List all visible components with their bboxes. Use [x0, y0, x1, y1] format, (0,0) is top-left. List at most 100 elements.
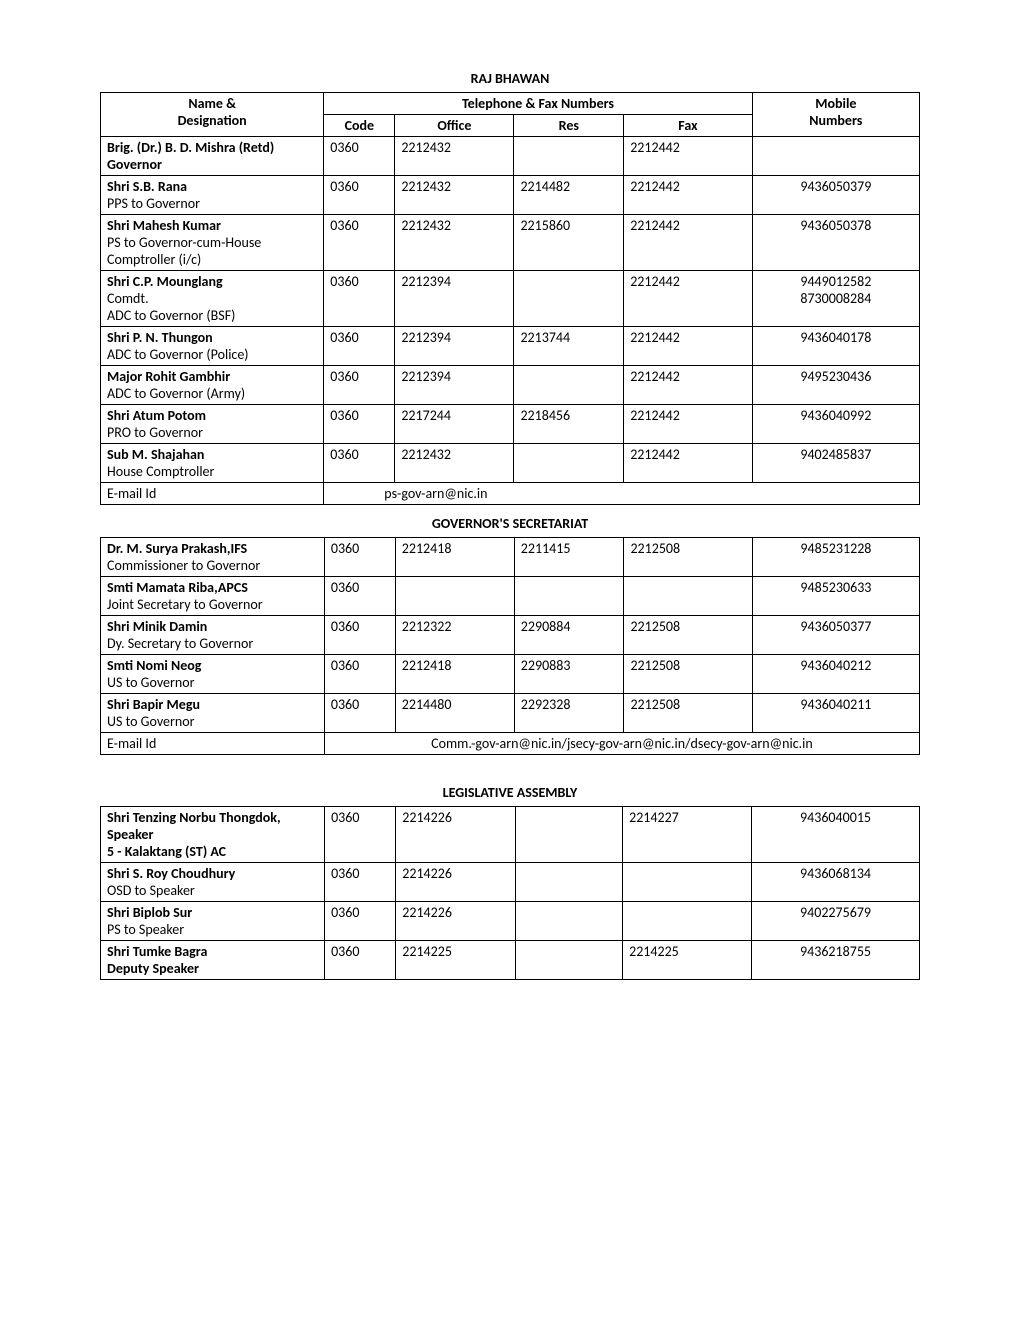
email-row: E-mail Id ps-gov-arn@nic.in [101, 483, 920, 505]
table-row: Shri Atum PotomPRO to Governor0360221724… [101, 405, 920, 444]
cell-code: 0360 [324, 176, 395, 215]
cell-office: 2214480 [395, 694, 514, 733]
email-value: ps-gov-arn@nic.in [324, 483, 920, 505]
cell-res: 2218456 [514, 405, 624, 444]
cell-code: 0360 [324, 616, 395, 655]
cell-name: Brig. (Dr.) B. D. Mishra (Retd)Governor [101, 137, 324, 176]
cell-name: Smti Mamata Riba,APCSJoint Secretary to … [101, 577, 325, 616]
cell-mobile: 9436040212 [752, 655, 919, 694]
header-name-l1: Name & [188, 95, 236, 112]
cell-name: Shri Bapir MeguUS to Governor [101, 694, 325, 733]
cell-office: 2212418 [395, 655, 514, 694]
table-row: Major Rohit GambhirADC to Governor (Army… [101, 366, 920, 405]
cell-name: Shri Mahesh KumarPS to Governor-cum-Hous… [101, 215, 324, 271]
cell-mobile: 9402275679 [752, 902, 920, 941]
cell-fax: 2212442 [624, 176, 752, 215]
cell-mobile: 9436040211 [752, 694, 919, 733]
table-header-row: Name & Designation Telephone & Fax Numbe… [101, 93, 920, 115]
cell-office [395, 577, 514, 616]
email-label: E-mail Id [101, 483, 324, 505]
header-mobile-l1: Mobile [815, 95, 856, 112]
cell-code: 0360 [324, 577, 395, 616]
table-row: Sub M. ShajahanHouse Comptroller03602212… [101, 444, 920, 483]
cell-name: Smti Nomi NeogUS to Governor [101, 655, 325, 694]
cell-res: 2292328 [514, 694, 624, 733]
cell-fax: 2214227 [623, 807, 752, 863]
cell-name: Dr. M. Surya Prakash,IFSCommissioner to … [101, 538, 325, 577]
cell-office: 2212432 [395, 176, 514, 215]
cell-res [514, 366, 624, 405]
cell-mobile: 9485231228 [752, 538, 919, 577]
cell-code: 0360 [324, 271, 395, 327]
cell-fax: 2212442 [624, 271, 752, 327]
cell-fax: 2212442 [624, 327, 752, 366]
cell-code: 0360 [325, 941, 396, 980]
table-legislative-assembly: Shri Tenzing Norbu Thongdok, Speaker5 - … [100, 806, 920, 980]
cell-fax: 2212508 [624, 616, 752, 655]
cell-code: 0360 [324, 366, 395, 405]
header-fax: Fax [624, 115, 752, 137]
cell-code: 0360 [324, 405, 395, 444]
cell-name: Shri Biplob SurPS to Speaker [101, 902, 325, 941]
table-row: Shri Tumke BagraDeputy Speaker0360221422… [101, 941, 920, 980]
table-row: Smti Mamata Riba,APCSJoint Secretary to … [101, 577, 920, 616]
cell-res: 2290884 [514, 616, 624, 655]
cell-office: 2217244 [395, 405, 514, 444]
cell-code: 0360 [324, 655, 395, 694]
cell-name: Shri Minik DaminDy. Secretary to Governo… [101, 616, 325, 655]
header-name: Name & Designation [101, 93, 324, 137]
cell-res [514, 444, 624, 483]
cell-fax: 2212442 [624, 405, 752, 444]
table-row: Shri P. N. ThungonADC to Governor (Polic… [101, 327, 920, 366]
cell-office: 2212432 [395, 137, 514, 176]
cell-mobile: 94490125828730008284 [752, 271, 919, 327]
cell-fax: 2212508 [624, 655, 752, 694]
cell-office: 2212418 [395, 538, 514, 577]
header-mobile-l2: Numbers [809, 112, 862, 129]
cell-office: 2212394 [395, 327, 514, 366]
cell-fax: 2212508 [624, 538, 752, 577]
cell-fax [624, 577, 752, 616]
cell-mobile: 9436068134 [752, 863, 920, 902]
table-row: Dr. M. Surya Prakash,IFSCommissioner to … [101, 538, 920, 577]
cell-mobile [752, 137, 919, 176]
cell-code: 0360 [325, 902, 396, 941]
cell-code: 0360 [325, 863, 396, 902]
table-row: Brig. (Dr.) B. D. Mishra (Retd)Governor0… [101, 137, 920, 176]
table-raj-bhawan: Name & Designation Telephone & Fax Numbe… [100, 92, 920, 505]
cell-res [515, 863, 622, 902]
cell-res: 2215860 [514, 215, 624, 271]
cell-res: 2211415 [514, 538, 624, 577]
cell-code: 0360 [324, 444, 395, 483]
table-row: Shri S. Roy ChoudhuryOSD to Speaker03602… [101, 863, 920, 902]
cell-fax: 2212442 [624, 137, 752, 176]
table-row: Shri Mahesh KumarPS to Governor-cum-Hous… [101, 215, 920, 271]
header-telephone-fax: Telephone & Fax Numbers [324, 93, 752, 115]
cell-code: 0360 [324, 215, 395, 271]
email-row: E-mail Id Comm.-gov-arn@nic.in/jsecy-gov… [101, 733, 920, 755]
cell-office: 2212432 [395, 215, 514, 271]
cell-mobile: 9436040178 [752, 327, 919, 366]
table-row: Shri S.B. RanaPPS to Governor03602212432… [101, 176, 920, 215]
cell-name: Shri Atum PotomPRO to Governor [101, 405, 324, 444]
cell-mobile: 9436040992 [752, 405, 919, 444]
cell-code: 0360 [324, 538, 395, 577]
header-office: Office [395, 115, 514, 137]
cell-name: Shri C.P. MounglangComdt.ADC to Governor… [101, 271, 324, 327]
cell-res: 2214482 [514, 176, 624, 215]
cell-mobile: 9436050378 [752, 215, 919, 271]
cell-office: 2214226 [396, 807, 516, 863]
cell-office: 2214226 [396, 902, 516, 941]
cell-name: Shri Tenzing Norbu Thongdok, Speaker5 - … [101, 807, 325, 863]
cell-name: Shri P. N. ThungonADC to Governor (Polic… [101, 327, 324, 366]
cell-res [514, 137, 624, 176]
email-value: Comm.-gov-arn@nic.in/jsecy-gov-arn@nic.i… [324, 733, 919, 755]
section-title-legislative-assembly: LEGISLATIVE ASSEMBLY [100, 784, 920, 801]
cell-res [515, 807, 622, 863]
cell-fax: 2212442 [624, 444, 752, 483]
table-row: Smti Nomi NeogUS to Governor03602212418 2… [101, 655, 920, 694]
cell-mobile: 9436050377 [752, 616, 919, 655]
header-code: Code [324, 115, 395, 137]
cell-office: 2212322 [395, 616, 514, 655]
cell-name: Major Rohit GambhirADC to Governor (Army… [101, 366, 324, 405]
